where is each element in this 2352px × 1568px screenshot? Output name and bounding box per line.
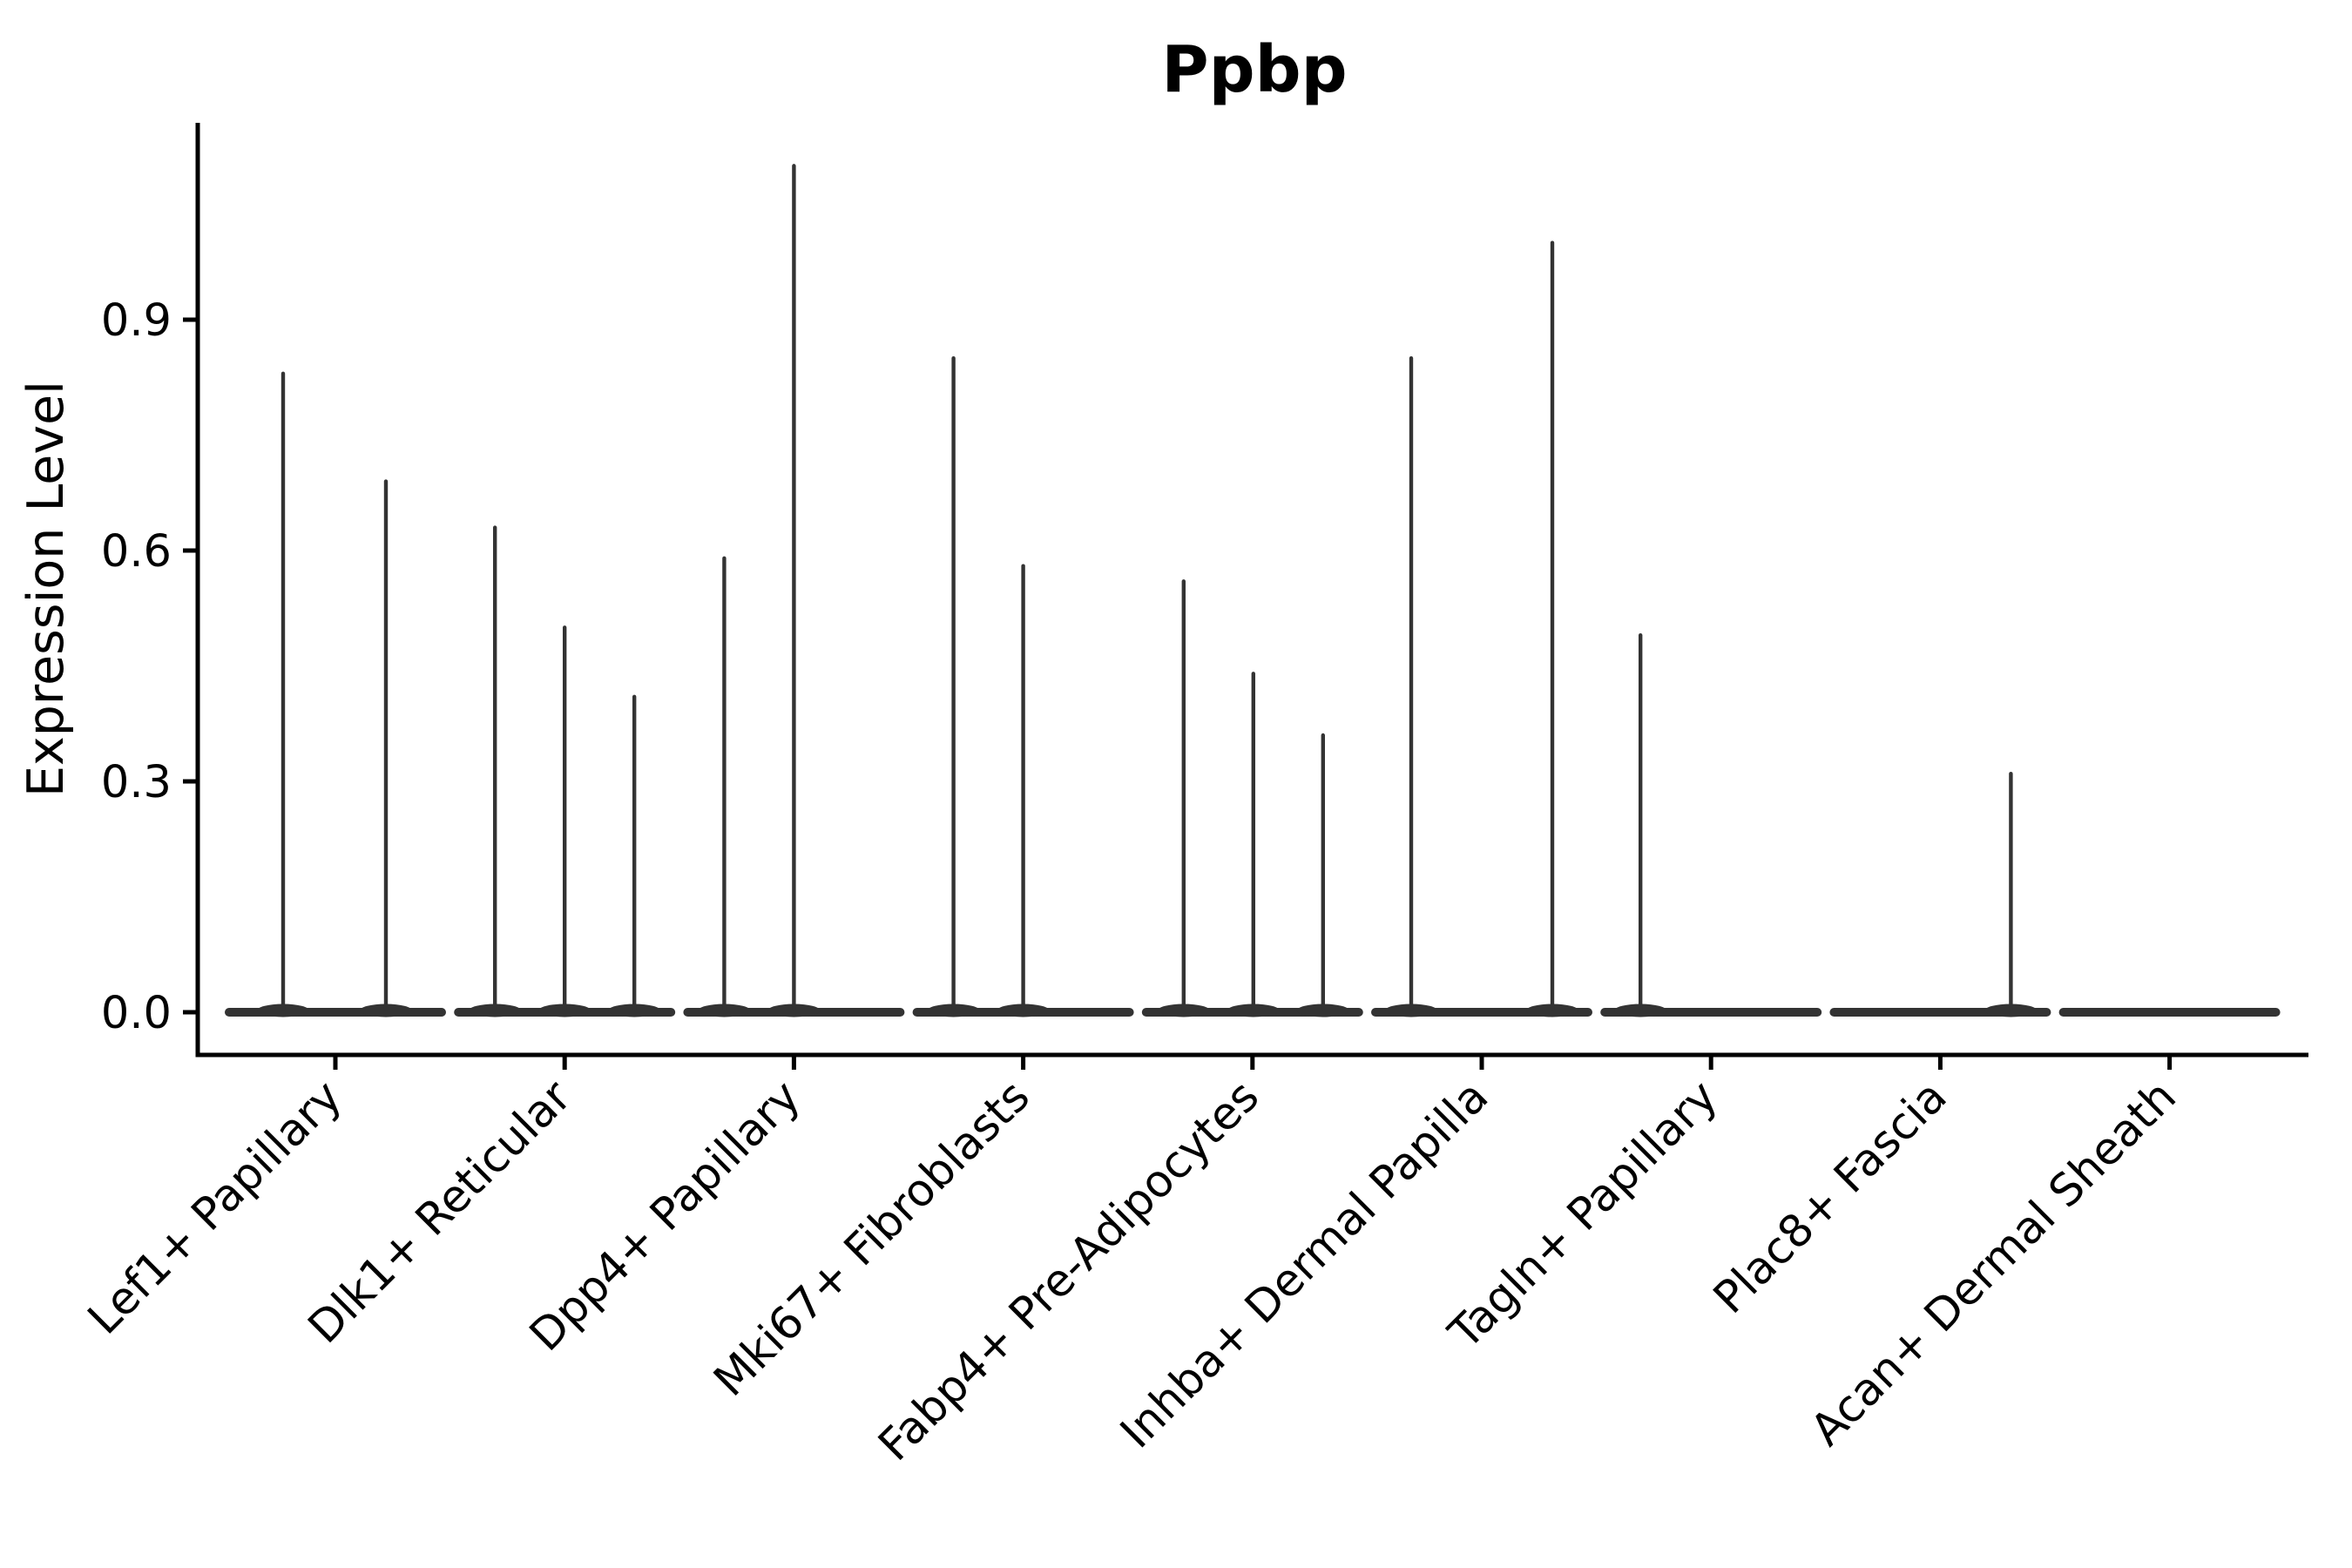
- axes-layer: [183, 123, 2308, 1070]
- violin-group: [912, 355, 1134, 1017]
- x-tick-label: Lef1+ Papillary: [78, 1071, 352, 1344]
- y-tick-label: 0.9: [101, 295, 172, 347]
- violin-group: [225, 371, 446, 1017]
- y-tick-label: 0.3: [101, 757, 172, 808]
- x-tick-label: Inhba+ Dermal Papilla: [1111, 1071, 1498, 1458]
- violin-group: [683, 164, 905, 1017]
- violin-group: [1141, 579, 1363, 1017]
- violin-group: [1600, 632, 1822, 1017]
- x-tick-label: Acan+ Dermal Sheath: [1801, 1071, 2186, 1456]
- violins-layer: [225, 164, 2281, 1017]
- y-tick-label: 0.6: [101, 526, 172, 578]
- violin-group: [1829, 771, 2051, 1017]
- violin-group: [454, 525, 676, 1017]
- y-tick-label: 0.0: [101, 988, 172, 1039]
- chart-title: Ppbp: [1161, 32, 1347, 107]
- y-axis-label: Expression Level: [17, 381, 75, 797]
- violin-group: [1371, 240, 1592, 1017]
- x-tick-label: Fabp4+ Pre-Adipocytes: [869, 1071, 1269, 1470]
- x-tick-label: Plac8+ Fascia: [1704, 1071, 1957, 1323]
